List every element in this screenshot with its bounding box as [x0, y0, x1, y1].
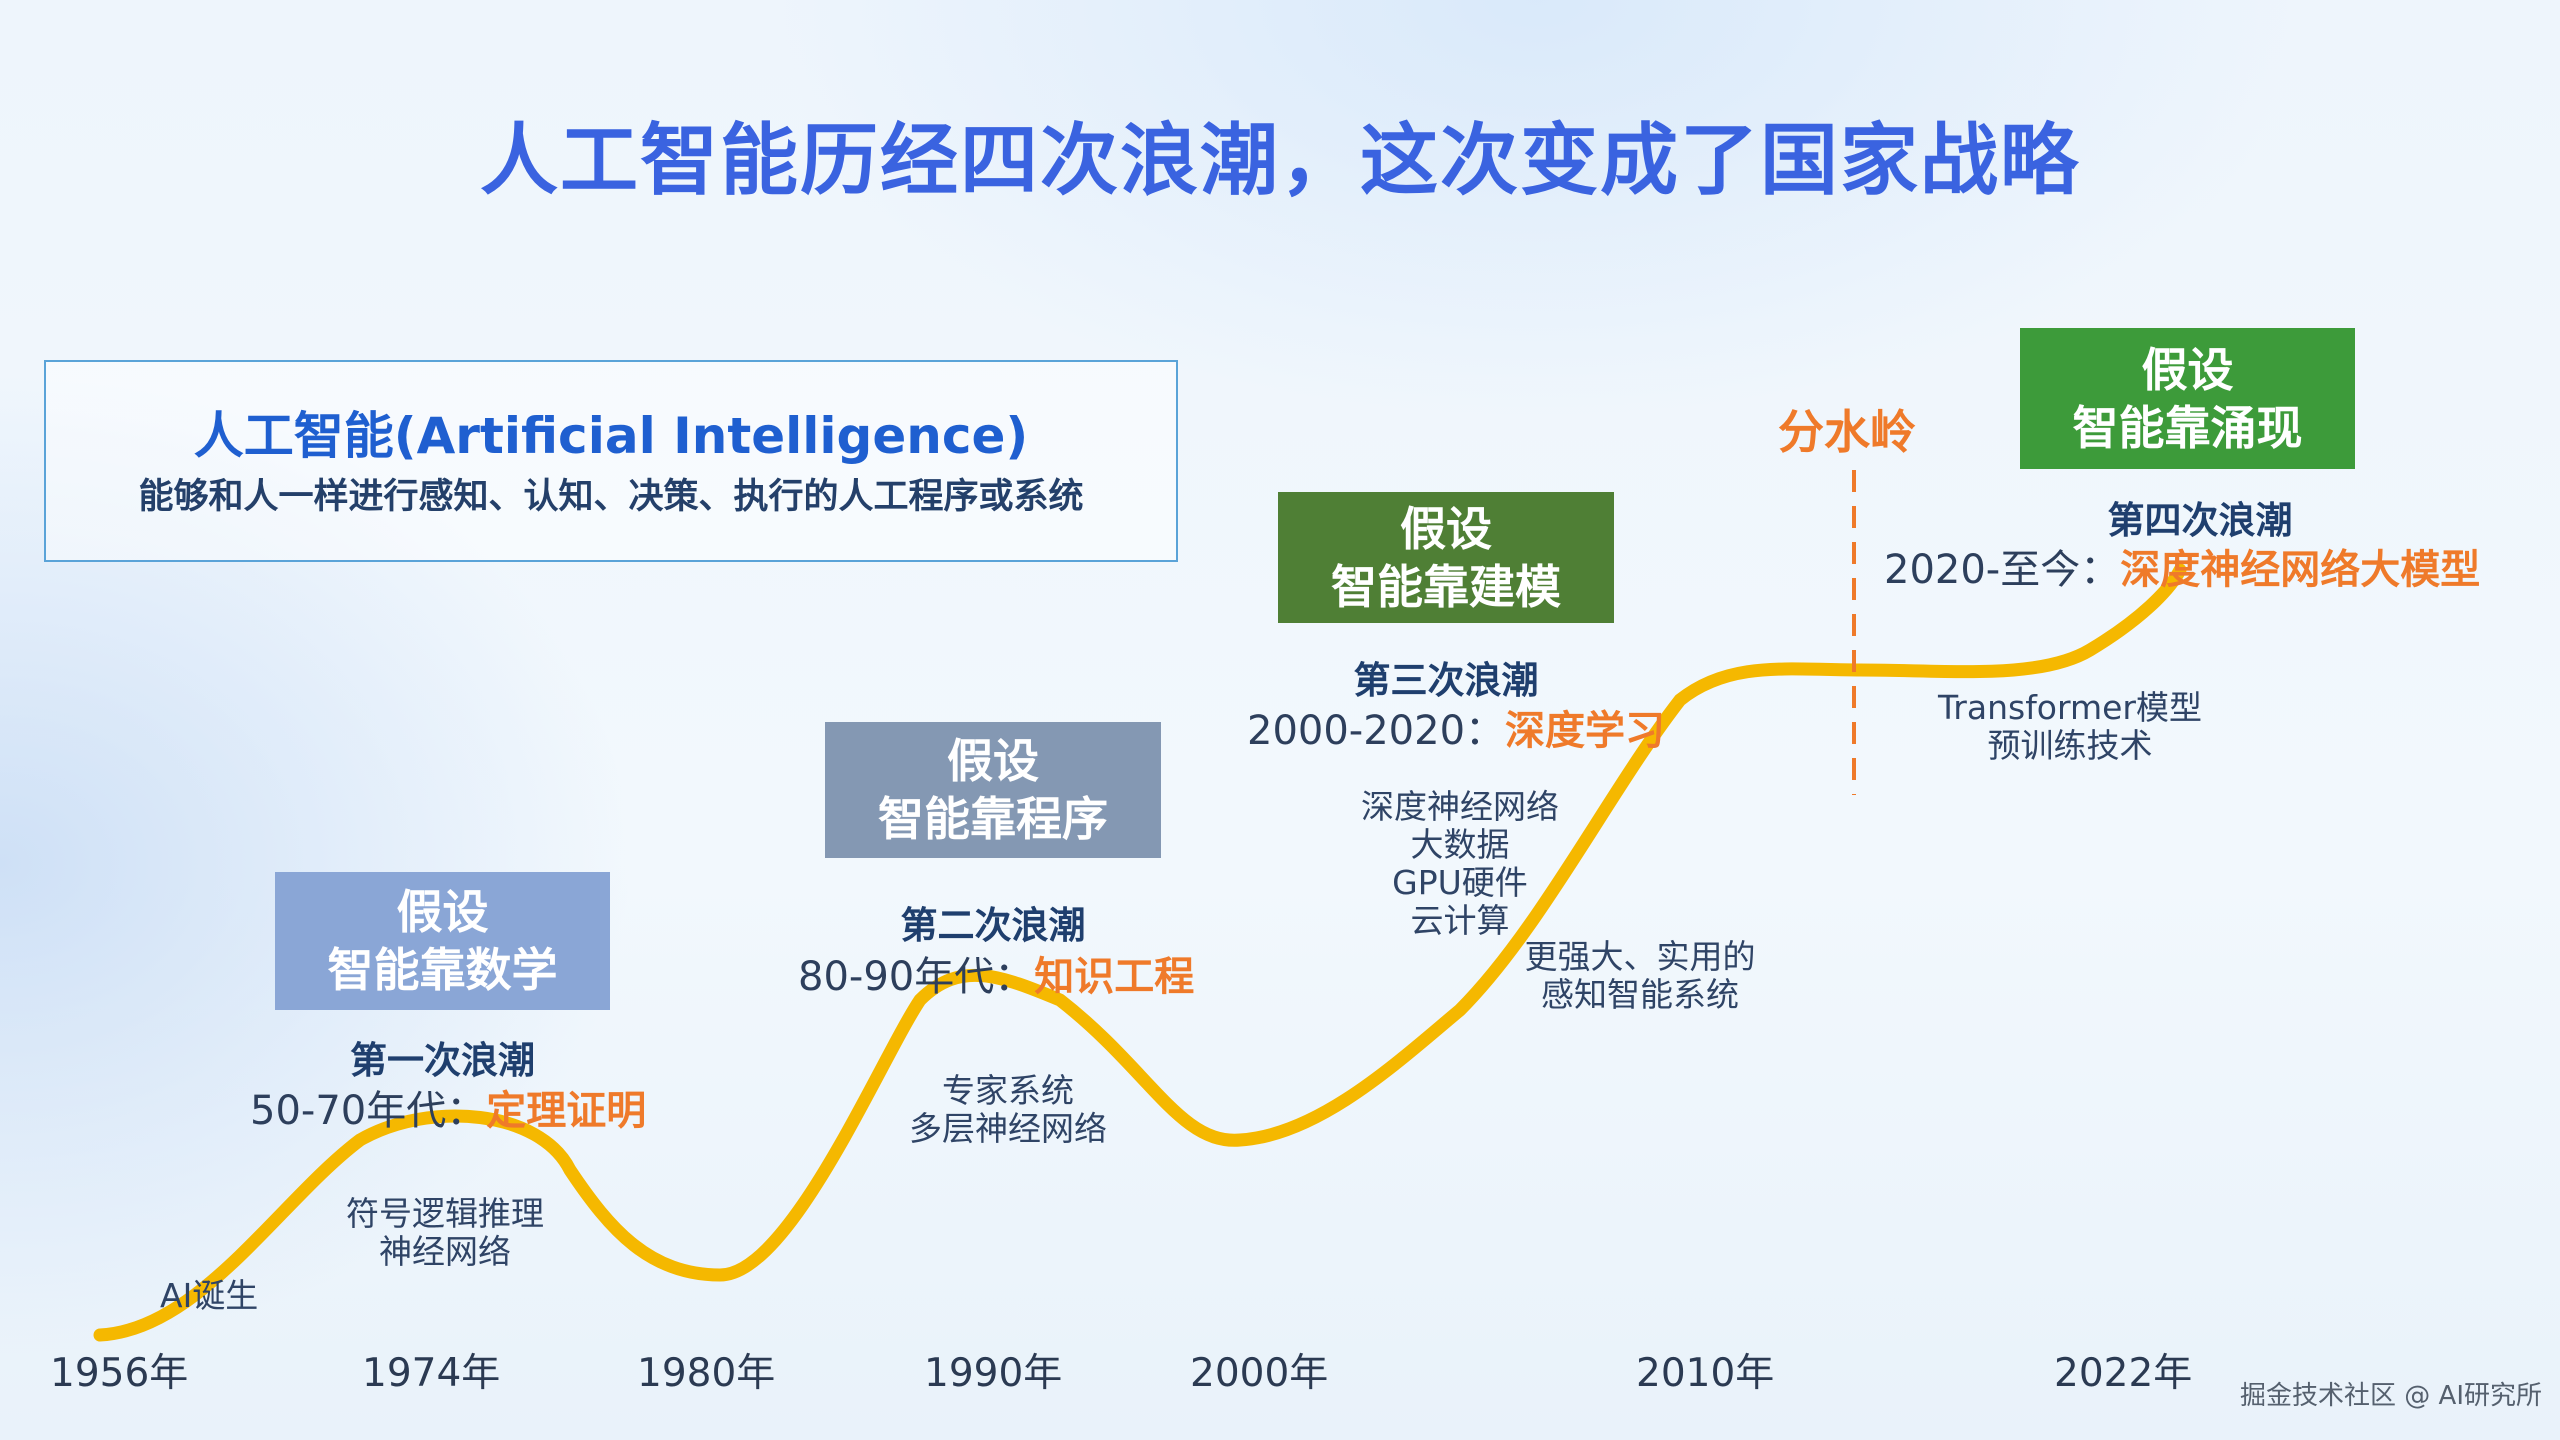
wave-1-hypothesis-line2: 智能靠数学	[327, 943, 558, 997]
wave-2-name: 第二次浪潮	[900, 904, 1086, 947]
wave-1-era: 50-70年代：定理证明	[250, 1078, 646, 1136]
year-label: 2022年	[2054, 1351, 2193, 1396]
wave-4-hypothesis-box: 假设 智能靠涌现	[2020, 328, 2355, 469]
wave-2-note: 多层神经网络	[909, 1109, 1107, 1148]
year-label: 1974年	[362, 1351, 501, 1396]
wave-4-era: 2020-至今：深度神经网络大模型	[1884, 537, 2480, 595]
wave-3-era: 2000-2020：深度学习	[1247, 698, 1665, 756]
year-label: 2000年	[1190, 1351, 1329, 1396]
wave-3-hypothesis-line2: 智能靠建模	[1331, 559, 1561, 614]
wave-2-hypothesis-box: 假设 智能靠程序	[825, 722, 1161, 858]
wave-1-notes: 符号逻辑推理 神经网络	[300, 1195, 590, 1271]
watermark: 掘金技术社区 @ AI研究所	[2240, 1381, 2542, 1411]
wave-2-notes: 专家系统 多层神经网络	[868, 1072, 1148, 1148]
wave-1-period: 50-70年代：	[250, 1088, 487, 1134]
wave-1-name: 第一次浪潮	[350, 1039, 535, 1082]
wave-1-hypothesis-line1: 假设	[396, 885, 489, 939]
year-label: 1956年	[50, 1351, 189, 1396]
wave-3-hypothesis-box: 假设 智能靠建模	[1278, 492, 1614, 623]
wave-4-note: 预训练技术	[1987, 726, 2153, 765]
wave-3-note: 大数据	[1410, 825, 1510, 864]
wave-3-secondary-note: 感知智能系统	[1541, 975, 1739, 1014]
wave-1-note: 符号逻辑推理	[346, 1194, 544, 1233]
year-label: 2010年	[1636, 1351, 1775, 1396]
wave-1-hypothesis-box: 假设 智能靠数学	[275, 872, 610, 1010]
wave-4-name: 第四次浪潮	[2107, 499, 2293, 542]
wave-2-hypothesis-line1: 假设	[947, 734, 1039, 788]
wave-4-hypothesis-line2: 智能靠涌现	[2072, 400, 2303, 455]
wave-4-hypothesis-line1: 假设	[2141, 342, 2234, 397]
wave-4-note: Transformer模型	[1937, 688, 2203, 727]
wave-3-highlight: 深度学习	[1505, 708, 1666, 754]
watershed-label: 分水岭	[1778, 405, 1916, 459]
definition-box: 人工智能(Artificial Intelligence) 能够和人一样进行感知…	[44, 360, 1178, 562]
ai-birth-label: AI诞生	[160, 1276, 259, 1315]
wave-2-highlight: 知识工程	[1034, 954, 1195, 1000]
wave-3-note: GPU硬件	[1392, 863, 1528, 902]
wave-2-hypothesis-line2: 智能靠程序	[878, 792, 1108, 846]
wave-2-note: 专家系统	[942, 1071, 1074, 1110]
wave-3-hypothesis-line1: 假设	[1400, 501, 1492, 556]
page-title: 人工智能历经四次浪潮，这次变成了国家战略	[479, 116, 2080, 206]
wave-1-note: 神经网络	[379, 1232, 511, 1271]
wave-3-name: 第三次浪潮	[1353, 659, 1539, 702]
wave-3-secondary-notes: 更强大、实用的 感知智能系统	[1510, 938, 1770, 1014]
wave-3-secondary-note: 更强大、实用的	[1524, 937, 1756, 976]
definition-description: 能够和人一样进行感知、认知、决策、执行的人工程序或系统	[138, 477, 1084, 517]
wave-3-notes: 深度神经网络 大数据 GPU硬件 云计算	[1340, 788, 1580, 940]
definition-title: 人工智能(Artificial Intelligence)	[193, 407, 1029, 465]
wave-2-era: 80-90年代：知识工程	[798, 944, 1194, 1002]
wave-1-highlight: 定理证明	[486, 1088, 647, 1134]
wave-4-notes: Transformer模型 预训练技术	[1910, 689, 2230, 765]
wave-3-note: 云计算	[1410, 901, 1510, 940]
wave-4-period: 2020-至今：	[1884, 547, 2121, 593]
year-label: 1980年	[637, 1351, 776, 1396]
wave-2-period: 80-90年代：	[798, 954, 1035, 1000]
wave-3-period: 2000-2020：	[1247, 708, 1506, 754]
year-label: 1990年	[924, 1351, 1063, 1396]
wave-3-note: 深度神经网络	[1361, 787, 1559, 826]
wave-4-highlight: 深度神经网络大模型	[2120, 547, 2481, 593]
